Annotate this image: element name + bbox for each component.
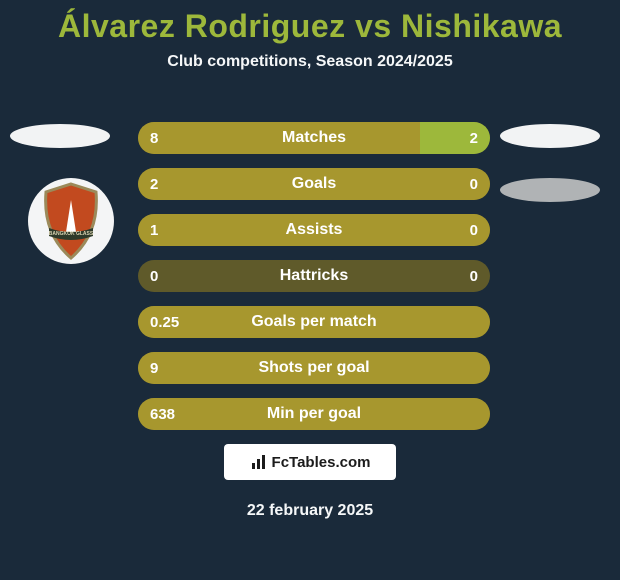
stat-row: Assists10 <box>138 214 490 246</box>
stats-bars: Matches82 Goals20 Assists10 Hattricks0 0 Goal… <box>138 122 490 444</box>
stat-row: Goals per match0.25 <box>138 306 490 338</box>
bar-left-fill <box>138 168 490 200</box>
stat-row: Goals20 <box>138 168 490 200</box>
bar-left-fill <box>138 398 490 430</box>
stat-row: Shots per goal9 <box>138 352 490 384</box>
fctables-logo-text: FcTables.com <box>272 454 371 471</box>
team-slot-left <box>10 124 110 148</box>
bar-label: Hattricks <box>138 267 490 285</box>
team-slot-right-shadow <box>500 178 600 202</box>
bar-left-fill <box>138 306 490 338</box>
comparison-card: Álvarez Rodriguez vs Nishikawa Club comp… <box>0 0 620 580</box>
fctables-logo: FcTables.com <box>224 444 396 480</box>
bar-left-fill <box>138 122 420 154</box>
bar-left-fill <box>138 214 490 246</box>
svg-text:BANGKOK GLASS: BANGKOK GLASS <box>49 231 94 237</box>
bar-value-left: 0 <box>150 268 158 285</box>
stat-row: Min per goal638 <box>138 398 490 430</box>
stat-row: Hattricks0 0 <box>138 260 490 292</box>
stat-row: Matches82 <box>138 122 490 154</box>
team-slot-right <box>500 124 600 148</box>
bar-left-fill <box>138 352 490 384</box>
club-badge: BANGKOK GLASS <box>28 178 114 264</box>
subtitle: Club competitions, Season 2024/2025 <box>0 53 620 71</box>
page-title: Álvarez Rodriguez vs Nishikawa <box>0 0 620 45</box>
bar-value-right: 0 <box>470 268 478 285</box>
bar-right-fill <box>420 122 490 154</box>
chart-icon <box>250 453 268 471</box>
footer-date: 22 february 2025 <box>0 502 620 520</box>
shield-icon: BANGKOK GLASS <box>40 182 102 260</box>
